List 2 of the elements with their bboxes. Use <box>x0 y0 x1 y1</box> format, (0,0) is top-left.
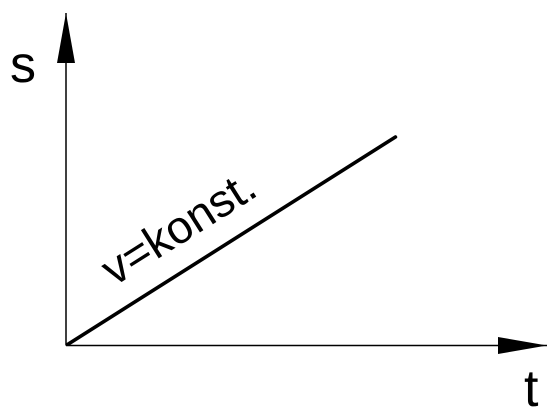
x-axis-title: t <box>524 360 539 408</box>
y-axis-title: s <box>10 36 36 94</box>
